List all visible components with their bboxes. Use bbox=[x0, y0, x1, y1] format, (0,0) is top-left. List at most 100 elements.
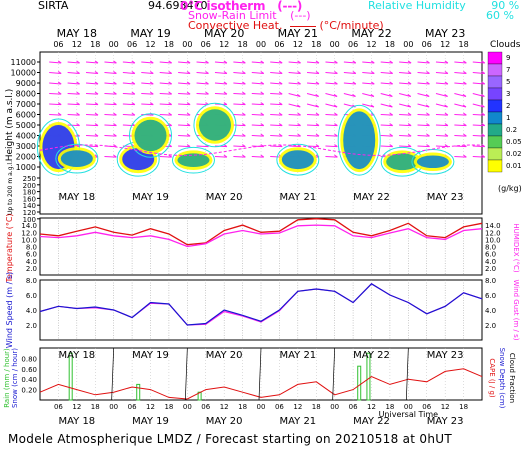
wind-arrow bbox=[270, 145, 283, 148]
height-tick-label: 4000 bbox=[16, 132, 36, 141]
wind-arrow bbox=[251, 103, 264, 106]
wind-arrow-head bbox=[444, 71, 449, 74]
wind-arrow-head bbox=[444, 133, 449, 137]
wind-arrow bbox=[251, 135, 264, 137]
cloud-hour-label: 06 bbox=[348, 40, 358, 49]
bottom-hour-label: 06 bbox=[201, 403, 210, 411]
wind-arrow-head bbox=[352, 71, 357, 74]
wind-arrow-head bbox=[463, 112, 467, 116]
wind-arrow bbox=[288, 61, 301, 64]
wind-arrow bbox=[288, 145, 301, 148]
wind-arrow-head bbox=[242, 81, 246, 85]
bottom-hour-label: 00 bbox=[330, 403, 339, 411]
wind-arrow-head bbox=[113, 144, 117, 148]
wind-arrow-head bbox=[370, 94, 375, 97]
gust-tick-label: 4.0 bbox=[485, 307, 496, 315]
wind-arrow-head bbox=[205, 91, 209, 95]
wind-arrow-head bbox=[315, 144, 320, 148]
wind-arrow-head bbox=[186, 144, 191, 148]
wind-arrow-head bbox=[131, 71, 136, 74]
height-tick-label: 10000 bbox=[11, 69, 36, 78]
humidex-tick-label: 10.0 bbox=[485, 236, 501, 244]
wind-arrow-head bbox=[297, 81, 301, 85]
cape-line bbox=[39, 368, 483, 400]
wind-arrow bbox=[307, 82, 320, 85]
wind-arrow bbox=[159, 93, 172, 95]
wind-arrow-head bbox=[186, 133, 191, 137]
wind-arrow-head bbox=[334, 123, 338, 127]
wind-arrow-head bbox=[94, 133, 99, 137]
wind-arrow bbox=[380, 114, 393, 116]
wind-arrow bbox=[178, 61, 191, 64]
wind-arrow bbox=[141, 72, 154, 74]
wind-arrow-head bbox=[113, 60, 117, 64]
colorbar-cell bbox=[487, 51, 503, 65]
temp-tick-label: 6.0 bbox=[26, 251, 37, 259]
wind-arrow-head bbox=[389, 123, 393, 127]
wind-arrow bbox=[417, 103, 430, 108]
legend-snow-rain-style: (---) bbox=[290, 9, 311, 22]
rain-bar bbox=[366, 352, 371, 401]
wind-arrow-head bbox=[444, 144, 449, 148]
wind-arrow-head bbox=[407, 133, 412, 137]
wind-arrow-head bbox=[94, 71, 99, 74]
wind-arrow bbox=[307, 72, 320, 74]
cloud-blob bbox=[60, 150, 93, 168]
height-tick-label: 1000 bbox=[16, 163, 36, 172]
wind-arrow bbox=[159, 156, 172, 158]
wind-arrow-head bbox=[407, 71, 412, 74]
gust-ylabel: Wind Gust (m / s) bbox=[512, 279, 520, 340]
wind-arrow-head bbox=[242, 154, 246, 158]
wind-arrow bbox=[454, 103, 467, 108]
bottom-day-label: MAY 22 bbox=[353, 416, 390, 427]
wind-arrow bbox=[472, 72, 485, 74]
wind-arrow-head bbox=[297, 60, 301, 64]
wind-arrow-head bbox=[242, 123, 246, 127]
wind-arrow bbox=[104, 103, 117, 106]
bottom-day-label: MAY 23 bbox=[427, 416, 464, 427]
wind-arrow-head bbox=[407, 60, 412, 64]
cloud-blob bbox=[281, 150, 314, 170]
wind-arrow bbox=[104, 61, 117, 64]
wind-arrow-head bbox=[242, 133, 246, 137]
wind-arrow-head bbox=[315, 60, 320, 64]
wind-arrow bbox=[380, 145, 393, 148]
height-tick-label: 9000 bbox=[16, 79, 36, 88]
wind-arrow-head bbox=[278, 60, 283, 64]
wind-tick-label: 4.0 bbox=[26, 307, 37, 315]
wind-arrow bbox=[306, 93, 319, 97]
colorbar-cell bbox=[487, 135, 503, 149]
colorbar-cell bbox=[487, 111, 503, 125]
height-tick-label: 250 bbox=[23, 175, 36, 183]
wind-arrow-head bbox=[57, 112, 62, 116]
wind-arrow bbox=[270, 82, 283, 85]
cloud-blob bbox=[198, 109, 231, 141]
rain-bar bbox=[357, 365, 362, 401]
wind-arrow bbox=[49, 61, 62, 64]
wind-arrow bbox=[104, 135, 117, 137]
humidex-tick-label: 6.0 bbox=[485, 251, 496, 259]
wind-arrow bbox=[399, 72, 412, 74]
wind-arrow-head bbox=[278, 133, 283, 137]
wind-arrow bbox=[251, 72, 264, 74]
precip-tick-label: 0.40 bbox=[21, 376, 37, 384]
wind-arrow-head bbox=[186, 112, 191, 116]
wind-arrow bbox=[399, 135, 412, 137]
snow-ylabel: Snow (cm / hour) bbox=[11, 348, 19, 408]
wind-arrow-head bbox=[444, 104, 448, 108]
colorbar-cell bbox=[487, 147, 503, 161]
colorbar-cell bbox=[487, 123, 503, 137]
wind-arrow-head bbox=[426, 123, 430, 127]
legend-isotherm: 0°C isotherm (---) bbox=[180, 0, 302, 13]
wind-arrow-head bbox=[426, 112, 430, 116]
bottom-hour-label: 12 bbox=[367, 403, 376, 411]
gust-tick-label: 2.0 bbox=[485, 322, 496, 330]
humidex-tick-label: 2.0 bbox=[485, 265, 496, 273]
humidex-tick-label: 12.0 bbox=[485, 229, 501, 237]
colorbar-label: 9 bbox=[506, 54, 510, 62]
cloud-rh-contour bbox=[337, 104, 381, 176]
wind-arrow-head bbox=[186, 102, 191, 106]
wind-arrow-head bbox=[260, 154, 265, 158]
wind-arrow bbox=[417, 114, 430, 116]
